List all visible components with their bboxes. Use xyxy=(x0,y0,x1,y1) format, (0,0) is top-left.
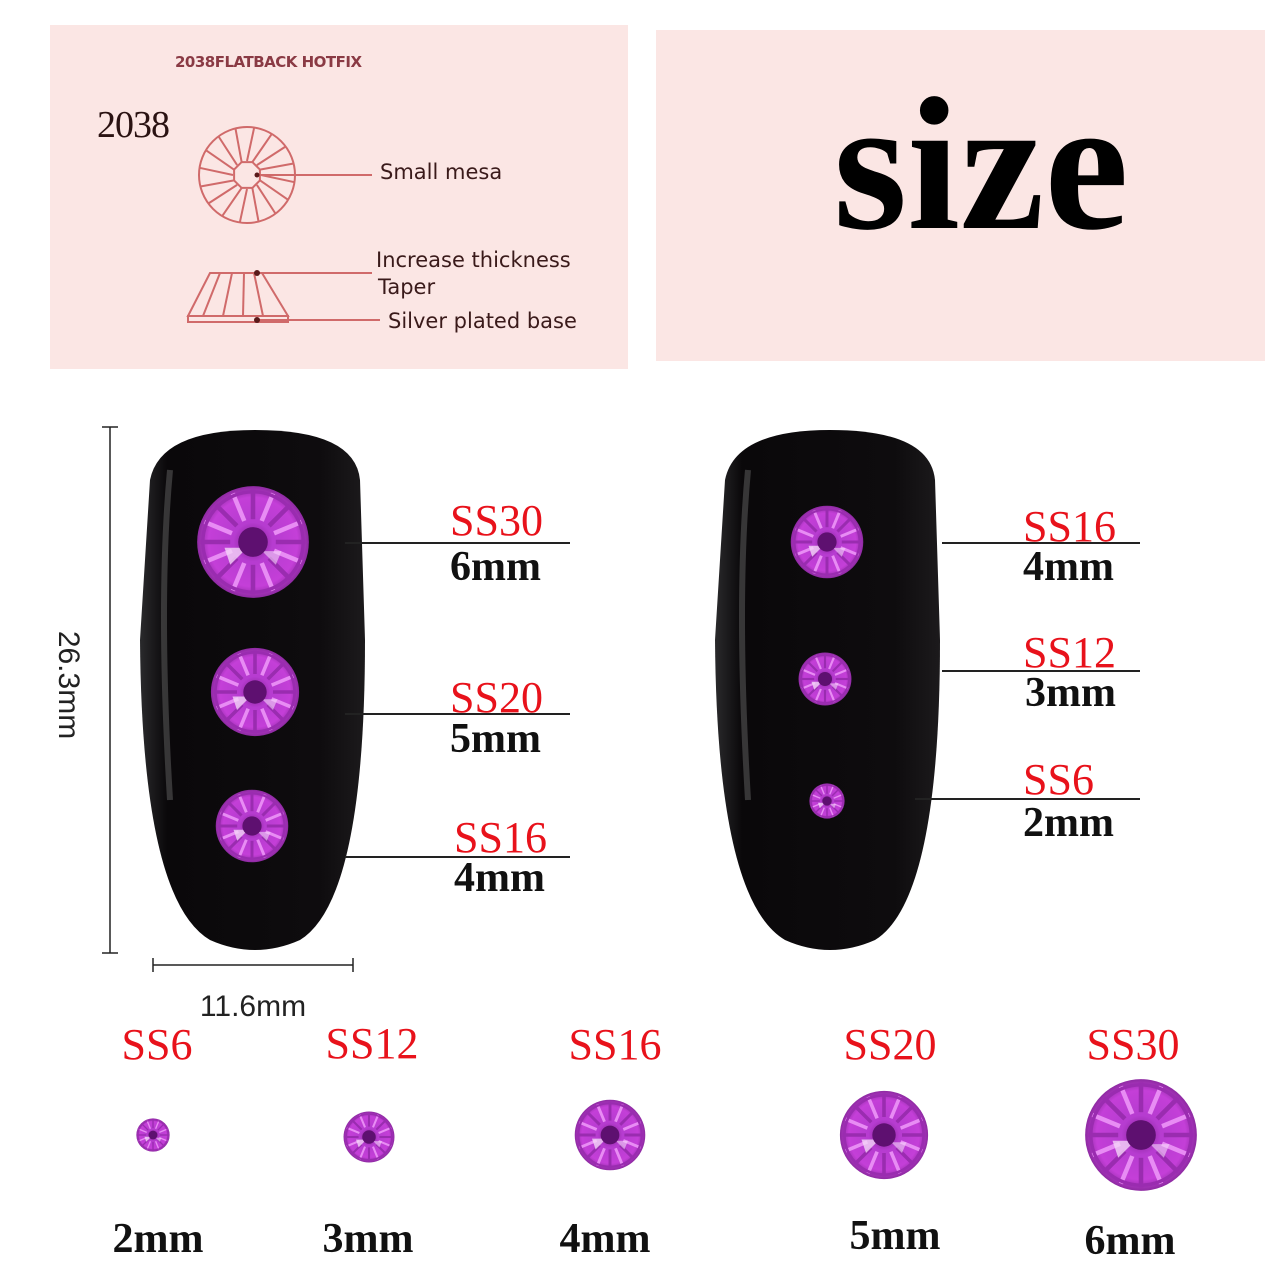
width-dimension: 11.6mm xyxy=(199,990,307,1023)
height-dimension: 26.3mm xyxy=(52,630,85,740)
size-title: size xyxy=(833,60,1129,270)
leader-line xyxy=(345,542,570,544)
size-code: SS16 xyxy=(454,813,547,862)
size-mm: 4mm xyxy=(454,855,545,901)
size-mm: 6mm xyxy=(450,544,541,590)
size-mm: 4mm xyxy=(1023,544,1114,590)
label-taper: Taper xyxy=(378,275,436,299)
leader-line xyxy=(345,713,570,715)
rhinestone xyxy=(136,1118,170,1157)
size-mm: 6mm xyxy=(1084,1218,1176,1264)
rhinestone xyxy=(1084,1078,1198,1197)
size-code: SS20 xyxy=(450,673,543,722)
size-mm: 2mm xyxy=(112,1216,204,1262)
leader-line xyxy=(942,542,1140,544)
rhinestone xyxy=(798,652,852,711)
leader-line xyxy=(915,798,1140,800)
size-code: SS12 xyxy=(325,1019,419,1068)
size-code: SS6 xyxy=(121,1020,193,1069)
rhinestone xyxy=(574,1099,646,1176)
size-panel: size xyxy=(656,30,1265,361)
rhinestone xyxy=(839,1090,929,1185)
rhinestone xyxy=(215,789,289,868)
dimension-lines xyxy=(102,426,354,972)
leader-line xyxy=(345,856,570,858)
size-code: SS20 xyxy=(843,1020,937,1069)
rhinestone xyxy=(210,647,300,742)
model-number: 2038 xyxy=(97,104,170,146)
size-code: SS30 xyxy=(1086,1020,1180,1069)
size-mm: 5mm xyxy=(450,716,541,762)
size-code: SS6 xyxy=(1023,755,1094,804)
size-code: SS16 xyxy=(568,1020,662,1069)
size-code: SS30 xyxy=(450,496,543,545)
rhinestone xyxy=(196,485,310,604)
size-mm: 3mm xyxy=(322,1216,414,1262)
diagram-panel: 2038FLATBACK HOTFIX 2038 Small mesa Incr… xyxy=(50,25,628,369)
rhinestone xyxy=(343,1111,395,1168)
label-increase-thickness: Increase thickness xyxy=(376,248,571,272)
size-mm: 3mm xyxy=(1025,670,1116,716)
label-silver-base: Silver plated base xyxy=(388,309,577,333)
size-mm: 4mm xyxy=(559,1216,651,1262)
rhinestone-diagram xyxy=(186,126,380,323)
label-small-mesa: Small mesa xyxy=(380,160,503,184)
rhinestone xyxy=(790,505,864,584)
leader-line xyxy=(942,670,1140,672)
size-code: SS16 xyxy=(1023,502,1116,551)
diagram-header: 2038FLATBACK HOTFIX xyxy=(175,53,362,71)
rhinestone xyxy=(809,783,845,824)
size-code: SS12 xyxy=(1023,628,1116,677)
size-mm: 5mm xyxy=(849,1213,941,1259)
size-mm: 2mm xyxy=(1023,800,1114,846)
